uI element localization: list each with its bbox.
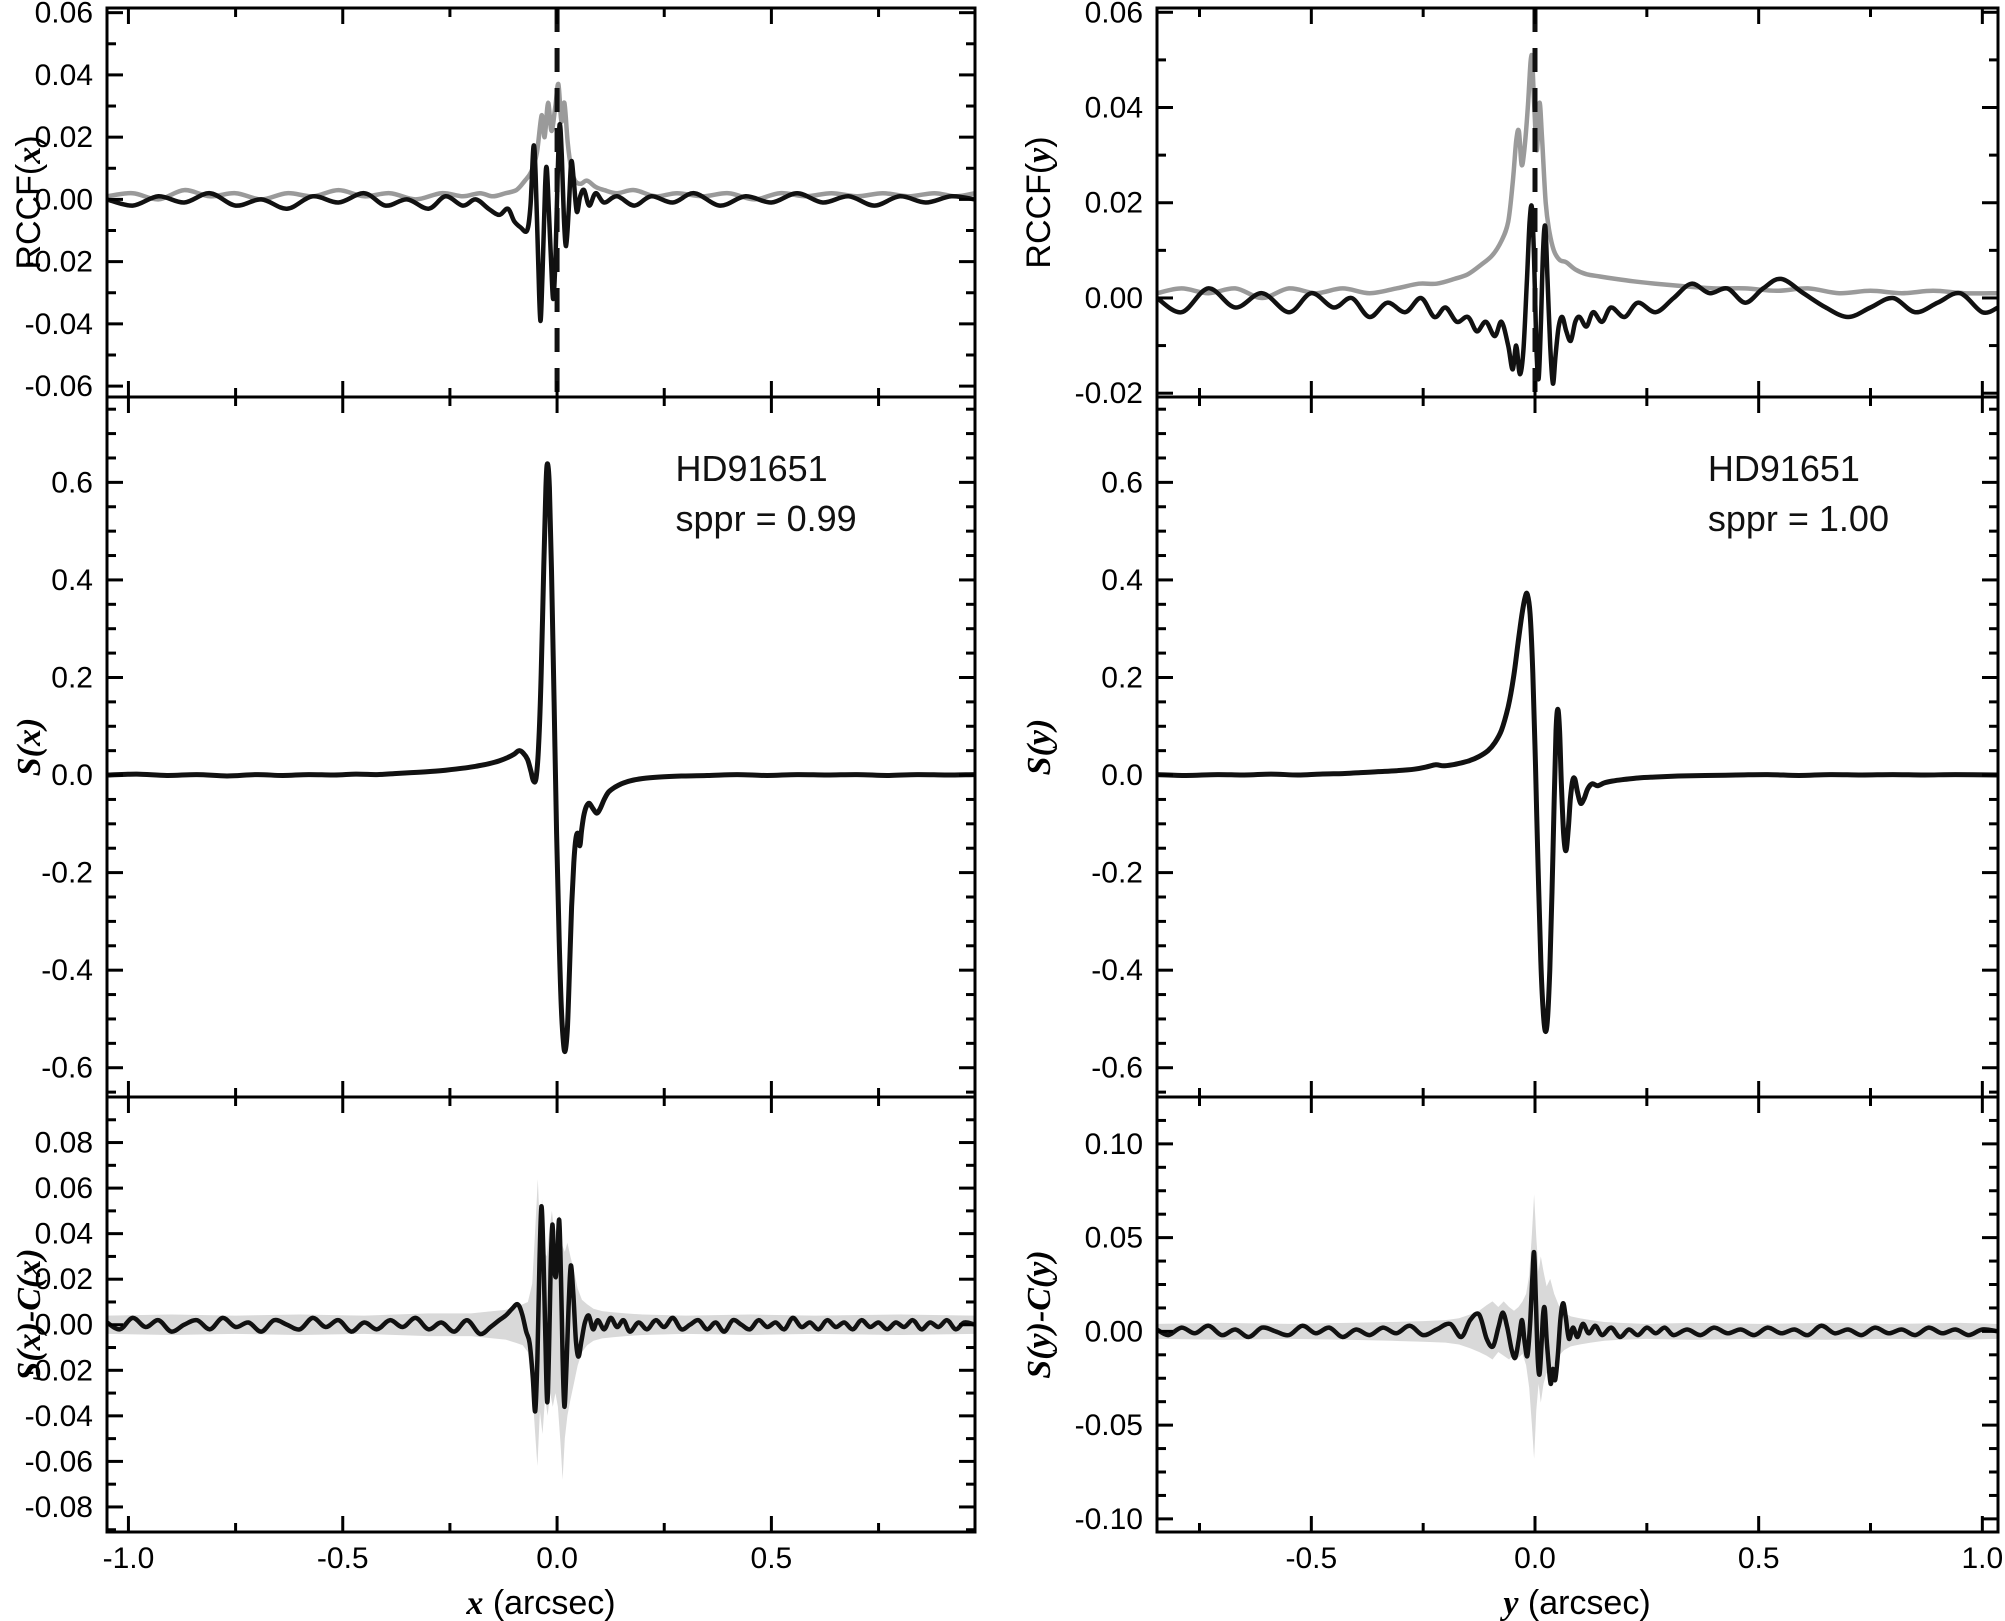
y-tick-label: 0.02 [1085,187,1143,220]
x-tick-label: -0.5 [1285,1542,1337,1575]
y-tick-label: -0.4 [1091,954,1143,987]
panel-frame [1155,1095,2000,1534]
y-tick-label: 0.06 [35,0,93,30]
y-tick-label: 0.04 [1085,92,1143,125]
y-tick-label: -0.2 [41,857,93,890]
sppr-value-label: sppr = 1.00 [1708,498,1889,539]
panel-rccf_y: 0.06 0.04 0.02 0.00 -0.02 RCCF(y) [1020,0,2000,410]
panel-plot-area [1157,1194,1998,1459]
sppr-value-label: sppr = 0.99 [676,498,857,539]
error-band [107,1179,975,1480]
y-tick-label: 0.0 [51,759,93,792]
panel-s_x: 0.6 0.4 0.2 0.0 -0.2 -0.4 -0.6 S(x) HD91651 sppr … [11,395,977,1099]
panel-plot-area [107,461,975,1055]
x-tick-label: 0.0 [1514,1542,1556,1575]
series-residual-black-curve [1157,203,1998,386]
y-tick-label: -0.10 [1075,1503,1143,1536]
panel-rccf_x: 0.06 0.04 0.02 0.00 -0.02 -0.04 -0.06 RCCF(x) [10,0,977,403]
y-tick-label: -0.08 [25,1491,93,1524]
y-axis-title: S(y) [1021,719,1058,776]
y-tick-label: -0.6 [41,1052,93,1085]
y-tick-label: 0.0 [1101,759,1143,792]
series-shift-and-add-profile-curve [1157,590,1998,1034]
x-tick-label: -1.0 [103,1542,155,1575]
y-tick-label: 0.04 [35,1218,93,1251]
series-fit-residual-curve [107,1204,975,1414]
y-tick-label: -0.04 [25,308,93,341]
y-axis-title: S(y)-C(y) [1021,1250,1058,1378]
y-tick-label: 0.00 [35,183,93,216]
error-band [1157,1194,1998,1459]
y-tick-label: -0.05 [1075,1409,1143,1442]
y-tick-label: 0.04 [35,59,93,92]
y-tick-label: -0.02 [1075,377,1143,410]
star-id-label: HD91651 [676,448,828,489]
x-tick-label: 0.5 [1738,1542,1780,1575]
series-shift-and-add-profile-curve [107,461,975,1055]
series-residual-black-curve [107,121,975,324]
panel-frame [105,1095,977,1534]
y-tick-label: -0.06 [25,1445,93,1478]
y-tick-label: -0.4 [41,954,93,987]
x-axis-title: x (arcsec) [465,1584,615,1621]
series-reference-gray-curve [1157,52,1998,301]
x-tick-label: 0.5 [751,1542,793,1575]
y-tick-label: -0.04 [25,1400,93,1433]
y-tick-label: -0.2 [1091,857,1143,890]
x-axis-title: y (arcsec) [1499,1584,1650,1621]
y-tick-label: 0.02 [35,121,93,154]
series-fit-residual-curve [1157,1249,1998,1387]
panel-plot-area [107,1179,975,1480]
y-tick-label: 0.08 [35,1127,93,1160]
y-tick-label: 0.2 [51,661,93,694]
y-tick-label: 0.06 [35,1172,93,1205]
y-tick-label: -0.06 [25,370,93,403]
panel-sc_y: 0.10 0.05 0.00 -0.05 -0.10 S(y)-C(y) -0.5 0.0 0.… [1021,1095,2003,1621]
x-tick-label: 1.0 [1961,1542,2003,1575]
y-tick-label: 0.00 [1085,1315,1143,1348]
y-tick-label: -0.02 [25,1354,93,1387]
series-reference-gray-curve [107,81,975,202]
axis-ticks [107,8,975,397]
panel-s_y: 0.6 0.4 0.2 0.0 -0.2 -0.4 -0.6 S(y) HD91651 sppr … [1021,395,2000,1099]
y-axis-title: S(x)-C(x) [11,1248,48,1380]
y-tick-label: 0.06 [1085,0,1143,29]
y-tick-label: 0.00 [1085,282,1143,315]
axis-ticks [1157,8,1998,397]
y-tick-label: 0.00 [35,1309,93,1342]
panel-frame [1155,6,2000,399]
panel-plot-area [1157,52,1998,386]
panel-plot-area [107,81,975,324]
y-tick-label: 0.4 [1101,564,1143,597]
y-axis-title: S(x) [11,718,48,777]
y-tick-label: 0.4 [51,564,93,597]
x-tick-label: -0.5 [317,1542,369,1575]
axis-ticks [107,1095,975,1532]
star-id-label: HD91651 [1708,448,1860,489]
y-axis-title: RCCF(y) [1020,136,1058,268]
y-tick-label: 0.2 [1101,661,1143,694]
y-tick-label: 0.6 [1101,466,1143,499]
y-tick-label: 0.6 [51,466,93,499]
panel-plot-area [1157,590,1998,1034]
y-tick-label: -0.6 [1091,1052,1143,1085]
x-tick-label: 0.0 [536,1542,578,1575]
y-tick-label: -0.02 [25,246,93,279]
panel-sc_x: 0.08 0.06 0.04 0.02 0.00 -0.02 -0.04 -0.06 -0.08… [11,1095,977,1621]
axis-ticks [1157,1095,1998,1532]
y-tick-label: 0.02 [35,1263,93,1296]
y-axis-title: RCCF(x) [10,135,48,269]
y-tick-label: 0.10 [1085,1128,1143,1161]
panel-frame [105,6,977,399]
y-tick-label: 0.05 [1085,1222,1143,1255]
